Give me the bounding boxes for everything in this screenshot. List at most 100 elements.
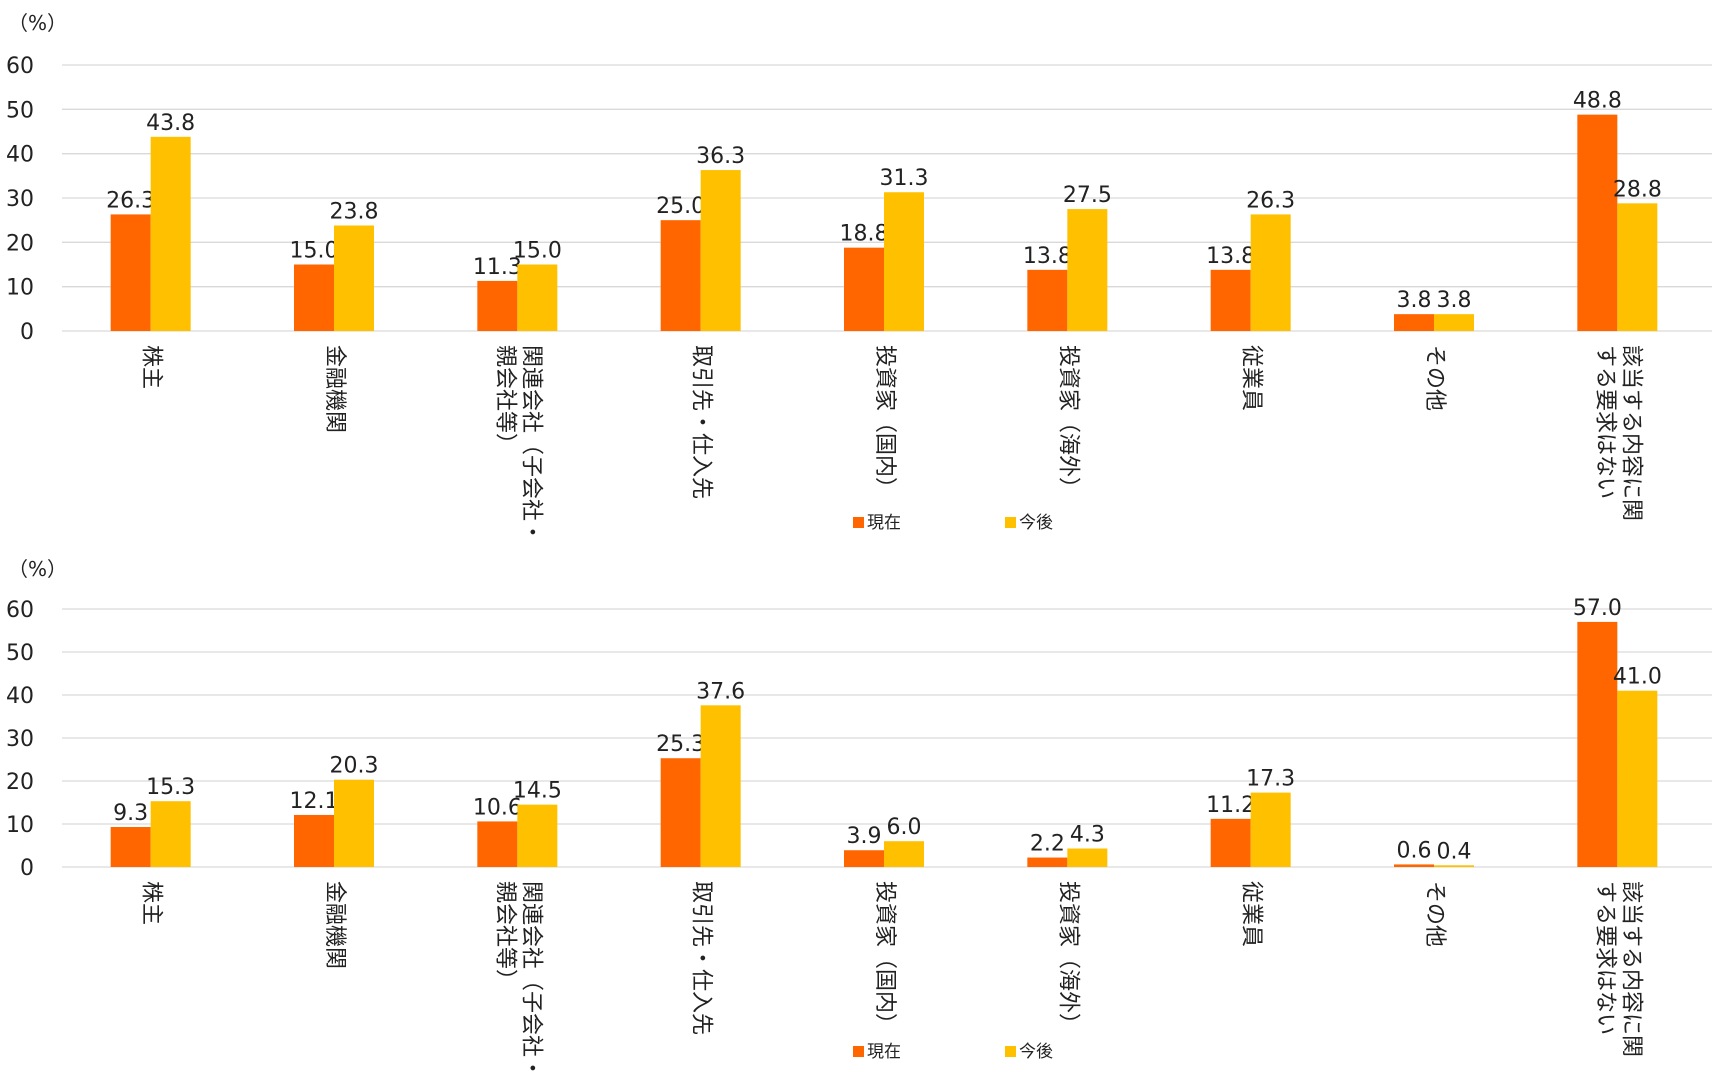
bottom-ytick-label: 0 xyxy=(20,856,34,881)
top-data-label: 3.8 xyxy=(1437,288,1472,313)
bottom-ytick-label: 50 xyxy=(6,641,34,666)
top-legend-label-current: 現在 xyxy=(867,513,901,533)
bottom-data-label: 2.2 xyxy=(1030,832,1065,857)
bottom-bar-current xyxy=(1394,864,1434,867)
bottom-category-label: その他 xyxy=(1422,881,1447,947)
bottom-ytick-label: 60 xyxy=(6,598,34,623)
bottom-data-label: 0.6 xyxy=(1397,838,1432,863)
top-bar-current xyxy=(110,214,151,331)
bottom-ytick-label: 20 xyxy=(6,770,34,795)
top-bar-future xyxy=(1434,314,1474,331)
top-bar-future xyxy=(1617,203,1658,331)
bottom-data-label: 20.3 xyxy=(330,754,379,779)
top-bar-future xyxy=(1067,209,1108,331)
top-data-label: 13.8 xyxy=(1206,244,1255,269)
bottom-category-label: 投資家（国内） xyxy=(872,881,897,1035)
top-bar-future xyxy=(150,136,191,331)
bottom-ytick-label: 30 xyxy=(6,727,34,752)
bottom-ytick-label: 40 xyxy=(6,684,34,709)
bottom-bar-current xyxy=(110,827,151,867)
top-unit-label: （%） xyxy=(8,11,67,35)
top-bar-future xyxy=(1250,214,1291,331)
bottom-data-label: 12.1 xyxy=(290,789,339,814)
bottom-data-label: 57.0 xyxy=(1573,596,1622,621)
bottom-data-label: 41.0 xyxy=(1613,665,1662,690)
top-bar-future xyxy=(334,225,374,331)
bottom-bar-current xyxy=(844,850,884,867)
top-bar-future xyxy=(700,170,741,331)
bottom-legend-label-future: 今後 xyxy=(1019,1042,1053,1062)
bottom-bar-current xyxy=(1210,818,1251,867)
bottom-legend-swatch-current xyxy=(853,1046,864,1057)
bottom-bar-current xyxy=(477,821,518,867)
top-legend-swatch-future xyxy=(1005,517,1016,528)
top-data-label: 26.3 xyxy=(106,188,155,213)
bottom-bar-future xyxy=(1434,865,1474,867)
top-category-label: 従業員 xyxy=(1239,345,1264,411)
bottom-category-label: 取引先・仕入先 xyxy=(689,881,714,1035)
chart-bottom: （%） 0 10 20 30 40 50 60 9.3 15.3 株主 12.1 20.3 金融機関 10.… xyxy=(0,540,1716,1080)
top-ytick-label: 60 xyxy=(6,54,34,79)
top-legend-swatch-current xyxy=(853,517,864,528)
bottom-bar-future xyxy=(1617,690,1658,867)
top-ytick-label: 30 xyxy=(6,187,34,212)
top-category-label: 金融機関 xyxy=(322,345,347,433)
bottom-bar-future xyxy=(700,705,741,867)
bottom-data-label: 37.6 xyxy=(696,679,745,704)
bottom-data-label: 15.3 xyxy=(146,775,195,800)
bottom-data-label: 9.3 xyxy=(113,801,148,826)
bottom-category-label: 投資家（海外） xyxy=(1055,881,1080,1035)
top-data-label: 3.8 xyxy=(1397,288,1432,313)
top-category-label: その他 xyxy=(1422,345,1447,411)
top-ytick-label: 0 xyxy=(20,320,34,345)
top-data-label: 15.0 xyxy=(290,239,339,264)
bottom-data-label: 17.3 xyxy=(1246,767,1295,792)
bottom-legend-label-current: 現在 xyxy=(867,1042,901,1062)
bottom-unit-label: （%） xyxy=(8,557,67,581)
bottom-category-label: 親会社等） xyxy=(492,881,517,991)
top-bar-future xyxy=(517,264,558,331)
bottom-category-label: 関連会社（子会社・ xyxy=(518,881,543,1079)
bottom-data-label: 25.3 xyxy=(656,732,705,757)
bottom-data-label: 3.9 xyxy=(847,824,882,849)
top-data-label: 36.3 xyxy=(696,144,745,169)
bottom-bar-current xyxy=(1027,857,1068,867)
bottom-data-label: 14.5 xyxy=(513,779,562,804)
chart-top-svg: （%） 0 10 20 30 40 50 60 26.3 43.8 株主 15.0 23.8 金融機関 11… xyxy=(6,11,1712,540)
top-data-label: 48.8 xyxy=(1573,89,1622,114)
bottom-data-label: 11.2 xyxy=(1206,793,1255,818)
top-category-label: 株主 xyxy=(139,345,164,389)
bottom-ytick-label: 10 xyxy=(6,813,34,838)
top-data-label: 15.0 xyxy=(513,239,562,264)
bottom-bar-current xyxy=(294,814,334,867)
top-bar-current xyxy=(477,280,518,331)
bottom-bar-future xyxy=(517,804,558,867)
bottom-bar-future xyxy=(150,801,191,867)
bottom-data-label: 6.0 xyxy=(887,815,922,840)
top-category-label: 関連会社（子会社・ xyxy=(518,345,543,540)
top-ytick-label: 10 xyxy=(6,276,34,301)
top-category-label: 投資家（海外） xyxy=(1055,345,1080,499)
bottom-category-label: 金融機関 xyxy=(322,881,347,969)
top-category-label: 親会社等） xyxy=(492,345,517,455)
bottom-category-label: 該当する内容に関 xyxy=(1618,881,1643,1057)
top-bar-current xyxy=(660,220,701,331)
top-data-label: 18.8 xyxy=(840,222,889,247)
bottom-data-label: 10.6 xyxy=(473,795,522,820)
bottom-bar-future xyxy=(334,779,374,867)
top-data-label: 31.3 xyxy=(880,166,929,191)
top-ytick-label: 40 xyxy=(6,143,34,168)
top-category-label: する要求はない xyxy=(1592,345,1617,499)
top-bar-current xyxy=(1027,269,1068,331)
bottom-bar-future xyxy=(1250,792,1291,867)
top-bar-current xyxy=(1210,269,1251,331)
bottom-category-label: 株主 xyxy=(139,881,164,925)
top-data-label: 11.3 xyxy=(473,255,522,280)
top-data-label: 27.5 xyxy=(1063,183,1112,208)
bottom-bar-current xyxy=(660,758,701,867)
top-bar-current xyxy=(1577,114,1618,331)
bottom-category-label: 従業員 xyxy=(1239,881,1264,947)
top-data-label: 43.8 xyxy=(146,111,195,136)
bottom-category-label: する要求はない xyxy=(1592,881,1617,1035)
chart-bottom-svg: （%） 0 10 20 30 40 50 60 9.315.3 株主 12.1 20.3 金融機関 10.… xyxy=(6,557,1712,1079)
